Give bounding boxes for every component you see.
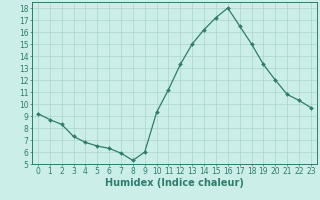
X-axis label: Humidex (Indice chaleur): Humidex (Indice chaleur)	[105, 178, 244, 188]
